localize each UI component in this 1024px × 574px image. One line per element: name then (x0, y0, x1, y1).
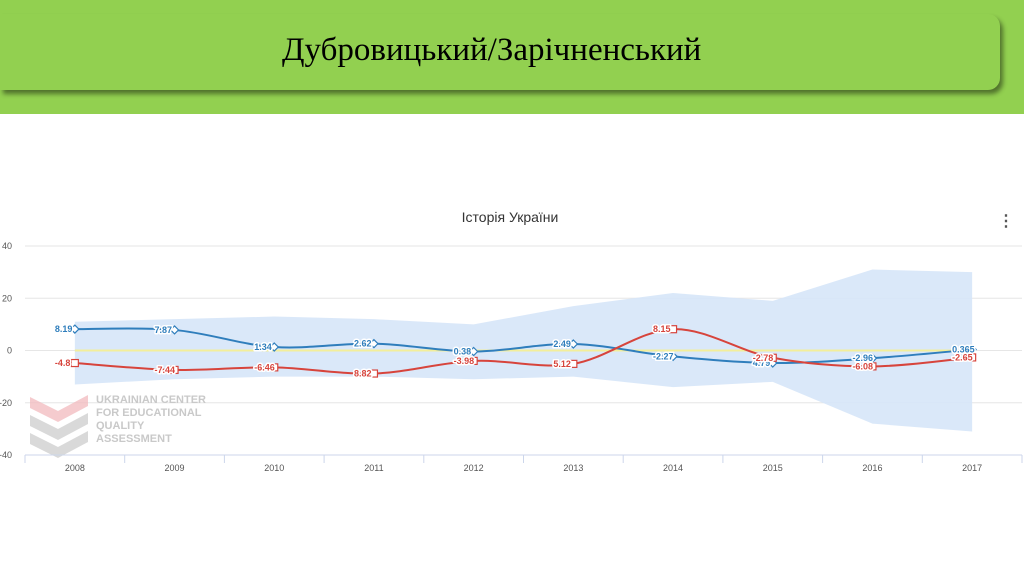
data-label-halo: -6.08 (852, 361, 873, 371)
series-layer: 8.198.19 7.877.871.341.34 2.622.620.380.38… (53, 323, 977, 380)
x-tick-label: 2016 (862, 463, 882, 473)
watermark-line-3: QUALITY (96, 420, 145, 432)
data-label-halo: -2.65 (952, 352, 973, 362)
x-tick-label: 2011 (364, 463, 383, 473)
data-label: 7.87 (155, 325, 173, 335)
data-point[interactable] (867, 353, 878, 364)
data-point[interactable] (868, 362, 877, 371)
data-label-halo: 0.38 (454, 346, 472, 356)
data-label: -4.8 (55, 358, 71, 368)
y-tick-label: -20 (0, 398, 12, 408)
series-1: 8.198.19 7.877.871.341.34 2.622.620.380.38… (53, 323, 977, 370)
x-tick-label: 2009 (165, 463, 185, 473)
data-label-halo: 2.62 (354, 339, 372, 349)
data-point[interactable] (568, 339, 579, 349)
data-label: -3.98 (454, 356, 475, 366)
watermark-line-2: FOR EDUCATIONAL (96, 407, 202, 419)
y-tick-label: 0 (7, 346, 12, 356)
data-point[interactable] (468, 346, 479, 357)
data-point[interactable] (269, 342, 280, 352)
data-label: -2.78 (753, 353, 774, 363)
data-point[interactable] (469, 356, 478, 365)
axis-layer: 40 20 0 -20 -40 2008 2009 2010 2011 2012 2013 2014 2… (0, 241, 1023, 473)
slide-title: Дубровицький/Зарічненський (282, 32, 702, 68)
data-point[interactable] (70, 324, 80, 334)
data-point[interactable] (170, 365, 179, 375)
watermark-line-1: UKRAINIAN CENTER (96, 394, 206, 406)
y-tick-label: 40 (2, 241, 12, 251)
data-label-halo: -3.98 (454, 356, 475, 366)
series-2: -4.8-4.8-7.44-7.44 -6.46-6.468.828.82-3.9… (53, 323, 977, 380)
data-label: -2.27 (653, 351, 674, 361)
data-label-halo: -2.27 (653, 351, 674, 361)
x-tick-label: 2015 (763, 463, 783, 473)
data-label: 2.62 (354, 339, 372, 349)
title-banner: Дубровицький/Зарічненський (0, 0, 1024, 114)
data-point[interactable] (668, 351, 678, 362)
x-tick-label: 2013 (563, 463, 583, 473)
data-label-halo: 8.15 (653, 324, 671, 334)
x-tick-label: 2010 (264, 463, 284, 473)
chart-area: Історія України ⋮ UKRAINIAN CENTER FOR E… (0, 114, 1024, 574)
data-label: 8.82 (354, 369, 372, 379)
series-line (74, 327, 973, 365)
data-label: -6.46 (254, 362, 275, 372)
data-label: 0.365 (952, 345, 975, 355)
data-point[interactable] (70, 358, 79, 368)
data-label-halo: -4.8 (55, 358, 71, 368)
x-tick-label: 2012 (464, 463, 484, 473)
data-label: 5.12 (553, 359, 571, 369)
y-tick-label: -40 (0, 450, 12, 460)
data-label-halo: -7.44 (155, 365, 176, 375)
data-label-halo: 8.82 (354, 369, 372, 379)
data-label: 8.19 (55, 324, 73, 334)
kebab-menu-icon[interactable]: ⋮ (998, 213, 1014, 230)
data-label-halo: 7.87 (155, 325, 173, 335)
data-label: -2.65 (952, 352, 973, 362)
data-label-halo: 0.365 (952, 345, 975, 355)
data-label: 0.38 (454, 346, 472, 356)
title-box: Дубровицький/Зарічненський (0, 14, 1000, 90)
data-label-halo: -2.78 (753, 353, 774, 363)
data-label-halo: 8.19 (55, 324, 73, 334)
data-label-halo: 1.34 (254, 342, 272, 352)
x-tick-label: 2017 (962, 463, 982, 473)
watermark-line-4: ASSESSMENT (96, 433, 172, 445)
data-label-halo: 2.49 (553, 339, 571, 349)
data-point[interactable] (768, 353, 777, 362)
data-point[interactable] (169, 325, 180, 335)
data-label-halo: 4.79 (753, 358, 771, 368)
data-label: -2.96 (852, 353, 873, 363)
data-label-halo: 5.12 (553, 359, 571, 369)
data-point[interactable] (968, 353, 977, 362)
data-point[interactable] (668, 325, 678, 334)
x-tick-label: 2008 (65, 463, 85, 473)
x-tick-label: 2014 (663, 463, 683, 473)
data-point[interactable] (369, 369, 379, 378)
data-label: -7.44 (155, 365, 176, 375)
data-point[interactable] (270, 363, 279, 372)
data-label: 1.34 (254, 342, 272, 352)
data-label: 2.49 (553, 339, 571, 349)
data-label: 8.15 (653, 324, 671, 334)
y-tick-label: 20 (2, 293, 12, 303)
series-line (74, 328, 973, 375)
chart-title: Історія України (462, 209, 559, 225)
data-label: 4.79 (753, 358, 771, 368)
watermark-logo: UKRAINIAN CENTER FOR EDUCATIONAL QUALITY… (30, 394, 206, 458)
book-logo-icon (30, 395, 88, 458)
line-chart: Історія України ⋮ UKRAINIAN CENTER FOR E… (0, 209, 1023, 473)
data-point[interactable] (369, 338, 379, 349)
data-point[interactable] (569, 359, 578, 368)
data-label-halo: -6.46 (254, 362, 275, 372)
data-label-halo: -2.96 (852, 353, 873, 363)
data-label: -6.08 (852, 361, 873, 371)
